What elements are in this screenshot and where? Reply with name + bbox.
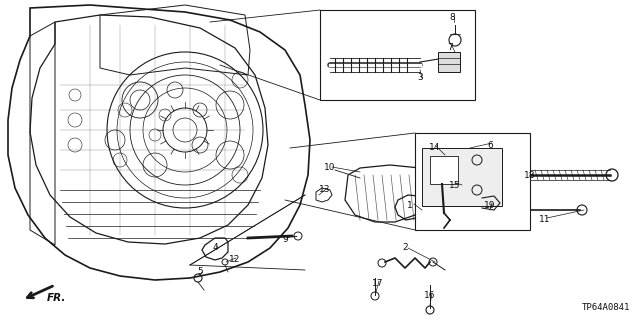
Bar	[320, 10, 475, 100]
Text: 17: 17	[372, 278, 384, 287]
Text: 1: 1	[407, 201, 413, 210]
Text: 6: 6	[487, 140, 493, 149]
Text: 4: 4	[212, 243, 218, 252]
Text: 15: 15	[449, 180, 461, 189]
Text: 3: 3	[417, 74, 423, 83]
Text: 9: 9	[282, 236, 288, 244]
Text: 8: 8	[449, 13, 455, 22]
Text: 19: 19	[484, 201, 496, 210]
Text: 5: 5	[197, 268, 203, 276]
Bar	[415, 133, 530, 230]
Bar	[438, 52, 460, 72]
Text: 10: 10	[324, 164, 336, 172]
Bar	[422, 148, 502, 206]
Bar	[430, 156, 458, 184]
Text: 14: 14	[429, 143, 441, 153]
Text: 12: 12	[229, 255, 241, 265]
Text: 7: 7	[447, 44, 453, 52]
Text: FR.: FR.	[47, 293, 67, 303]
Text: 2: 2	[402, 244, 408, 252]
Text: 11: 11	[540, 215, 551, 225]
Text: 18: 18	[524, 171, 536, 180]
Text: 13: 13	[319, 186, 331, 195]
Text: TP64A0841: TP64A0841	[582, 303, 630, 312]
Text: 16: 16	[424, 291, 436, 300]
